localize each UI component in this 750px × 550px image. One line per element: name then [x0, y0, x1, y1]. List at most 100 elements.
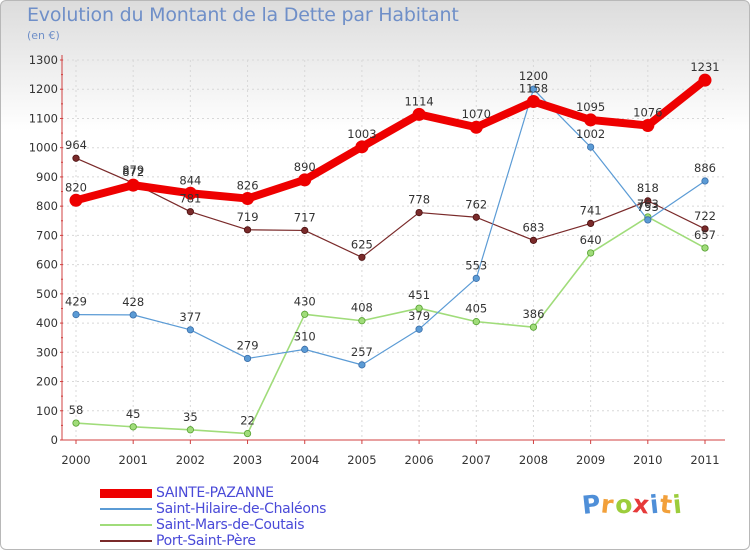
- data-label: 844: [179, 173, 201, 187]
- data-label: 428: [122, 295, 144, 309]
- data-point: [186, 326, 194, 334]
- legend-label: Saint-Hilaire-de-Chaléons: [156, 501, 327, 517]
- data-label: 886: [694, 161, 716, 175]
- legend-swatch: [100, 524, 152, 526]
- data-point: [358, 361, 366, 369]
- data-point: [412, 107, 426, 121]
- legend-swatch: [100, 540, 152, 542]
- data-point: [526, 95, 540, 109]
- data-point: [469, 120, 483, 134]
- series-line-1: [75, 88, 706, 366]
- data-point: [186, 426, 194, 434]
- grid: [62, 59, 725, 441]
- data-label: 753: [637, 200, 659, 214]
- data-label: 429: [65, 295, 87, 309]
- data-label: 872: [122, 165, 144, 179]
- data-point: [69, 193, 83, 207]
- y-tick-label: 600: [36, 258, 58, 272]
- data-label: 405: [465, 302, 487, 316]
- data-label: 820: [65, 180, 87, 194]
- legend-swatch: [100, 508, 152, 510]
- x-tick-label: 2002: [176, 453, 205, 467]
- series-line-0: [72, 76, 709, 205]
- data-label: 683: [522, 220, 544, 234]
- axes: 0 100 200 300 400 500 600 700 800 900 1000 1100 1200…: [29, 53, 725, 467]
- data-label: 890: [294, 160, 316, 174]
- legend-label: SAINTE-PAZANNE: [156, 485, 274, 501]
- data-label: 964: [65, 138, 87, 152]
- data-point: [358, 317, 366, 325]
- data-point: [301, 345, 309, 353]
- data-label: 451: [408, 288, 430, 302]
- data-label: 58: [69, 403, 84, 417]
- data-label: 762: [465, 197, 487, 211]
- data-point: [644, 197, 652, 205]
- data-point: [701, 225, 709, 233]
- data-label: 45: [126, 407, 141, 421]
- data-point: [126, 178, 140, 192]
- data-label: 763: [637, 197, 659, 211]
- data-label: 741: [580, 203, 602, 217]
- data-point: [72, 310, 80, 319]
- data-point: [529, 323, 538, 331]
- data-point: [584, 113, 598, 127]
- y-tick-label: 1200: [29, 82, 58, 96]
- y-tick-label: 400: [36, 316, 58, 330]
- x-tick-label: 2008: [519, 453, 548, 467]
- data-label: 430: [294, 294, 316, 308]
- data-point: [415, 325, 423, 333]
- data-label: 1231: [690, 60, 719, 74]
- data-label: 1076: [633, 105, 662, 119]
- data-label: 1095: [576, 100, 605, 114]
- data-label: 377: [179, 310, 201, 324]
- data-point: [698, 73, 712, 87]
- y-tick-label: 800: [36, 199, 58, 213]
- data-point: [355, 140, 369, 154]
- data-point: [472, 213, 480, 221]
- y-tick-label: 1000: [29, 141, 58, 155]
- x-tick-label: 2000: [61, 453, 90, 467]
- x-tick-label: 2009: [576, 453, 605, 467]
- y-tick-label: 300: [36, 345, 58, 359]
- data-point: [641, 118, 655, 132]
- data-label: 35: [183, 410, 198, 424]
- data-label: 826: [237, 179, 259, 193]
- data-point: [358, 253, 366, 261]
- data-point: [72, 419, 80, 427]
- data-point: [472, 274, 480, 282]
- x-tick-label: 2011: [690, 453, 719, 467]
- data-label: 22: [240, 414, 255, 428]
- data-point: [186, 208, 194, 216]
- data-label: 1003: [347, 127, 376, 141]
- series-line-3: [75, 157, 706, 258]
- data-label: 778: [408, 193, 430, 207]
- data-label: 257: [351, 345, 373, 359]
- data-point: [243, 429, 252, 438]
- data-label: 408: [351, 301, 373, 315]
- y-tick-label: 700: [36, 228, 58, 242]
- data-label: 657: [694, 228, 716, 242]
- y-tick-label: 200: [36, 375, 58, 389]
- data-label: 1200: [519, 69, 548, 83]
- data-label: 1070: [462, 107, 491, 121]
- data-point: [587, 219, 595, 227]
- data-label: 310: [294, 329, 316, 343]
- data-point: [183, 186, 197, 200]
- x-tick-label: 2003: [233, 453, 262, 467]
- data-label: 1114: [404, 94, 433, 108]
- legend-label: Port-Saint-Père: [156, 533, 256, 549]
- data-point: [415, 304, 423, 312]
- data-label: 717: [294, 210, 316, 224]
- data-label: 1002: [576, 127, 605, 141]
- y-tick-label: 0: [51, 433, 58, 447]
- y-tick-label: 900: [36, 170, 58, 184]
- x-tick-label: 2001: [119, 453, 148, 467]
- legend-label: Saint-Mars-de-Coutais: [156, 517, 305, 533]
- chart-title: Evolution du Montant de la Dette par Hab…: [27, 4, 459, 26]
- legend-swatch: [100, 488, 152, 498]
- data-label: 781: [179, 192, 201, 206]
- data-label: 386: [522, 307, 544, 321]
- proxiti-logo: Proxiti: [581, 489, 684, 520]
